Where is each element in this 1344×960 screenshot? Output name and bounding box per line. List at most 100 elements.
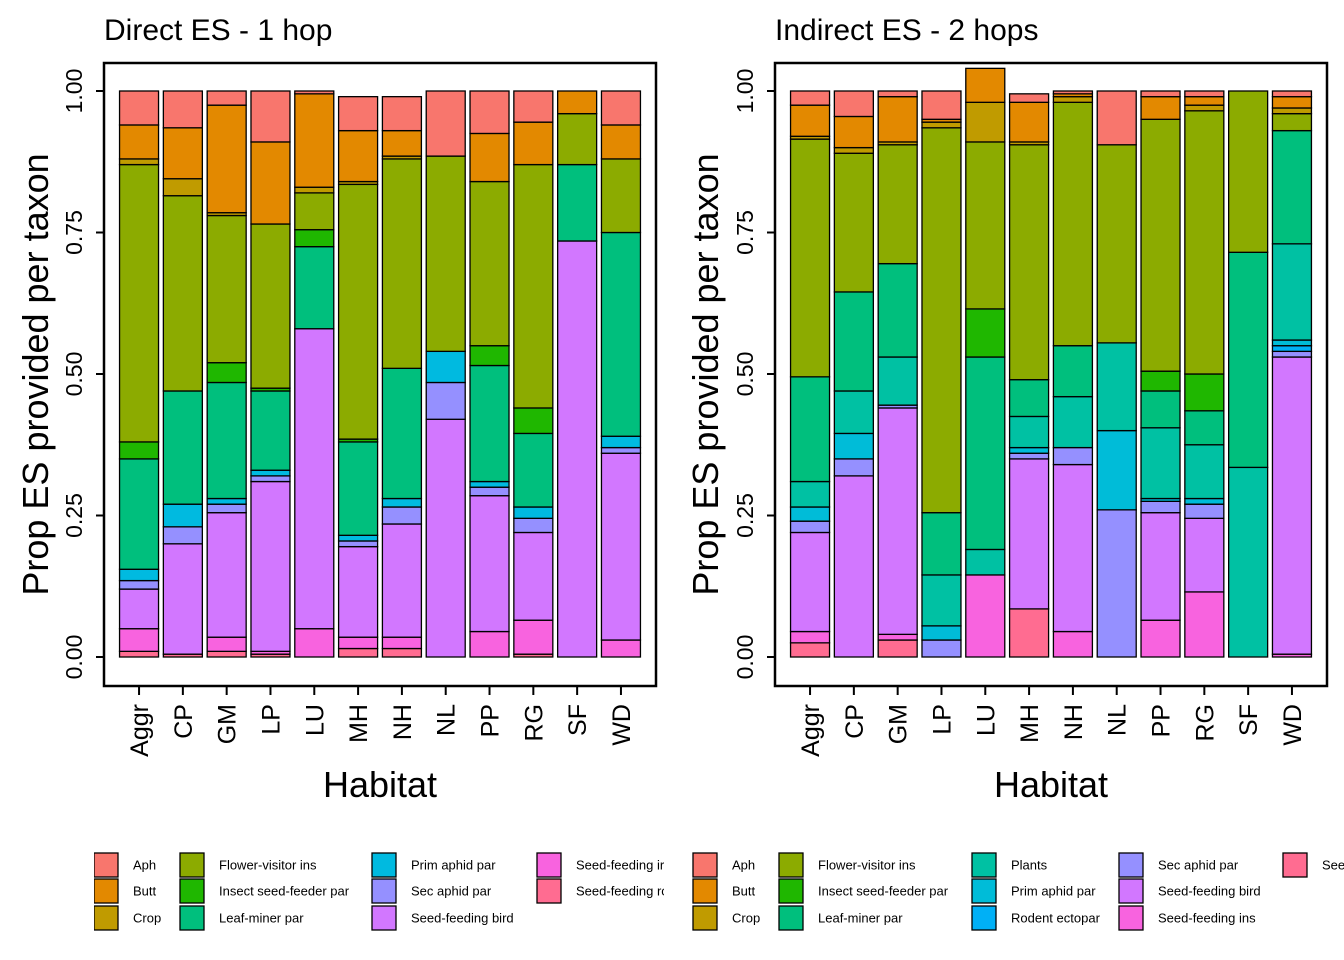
legend-key [94, 852, 119, 878]
bar-segment [381, 158, 423, 369]
legend-label: Leaf-miner par [219, 911, 304, 926]
legend-label: Seed-feeding bird [1158, 884, 1261, 899]
bar-segment [1008, 93, 1050, 103]
chart-title: Direct ES - 1 hop [104, 14, 332, 47]
x-tick-label: NL [433, 704, 461, 736]
bar-segment [162, 127, 204, 180]
y-tick-label: 0.00 [61, 635, 87, 680]
bar-segment [965, 308, 1006, 358]
bar-segment [1184, 96, 1225, 106]
bar-segment [1271, 96, 1313, 109]
x-tick-label: GM [885, 704, 913, 744]
bar-segment [833, 432, 874, 460]
bar-segment [557, 163, 598, 242]
bar-segment [294, 229, 335, 248]
bar-segment [600, 639, 642, 658]
bar-segment [206, 503, 247, 514]
bar-segment [337, 129, 379, 183]
legend-label: Prim aphid par [1011, 884, 1096, 899]
legend-key [778, 905, 804, 931]
legend-key [1118, 905, 1144, 931]
bar-segment [1008, 608, 1050, 658]
panel-direct: Direct ES - 1 hop Prop ES provided per ta… [15, 14, 664, 931]
legend-item: Flower-visitor ins [179, 852, 317, 878]
legend-item: Sec aphid par [1118, 852, 1239, 878]
legend-key [1118, 852, 1144, 878]
y-tick-label: 1.00 [61, 69, 87, 114]
bar-segment [877, 633, 918, 641]
legend-label: Crop [133, 911, 161, 926]
x-tick-label: RG [520, 704, 548, 742]
bar-segment [425, 90, 466, 157]
bar-segment [250, 480, 291, 652]
legend-key [971, 852, 997, 878]
bar-segment [921, 90, 962, 120]
bar-segment [337, 540, 379, 548]
bar-segment [1184, 110, 1225, 375]
bar-segment [1271, 243, 1313, 341]
x-tick-label: LU [301, 704, 329, 736]
y-tick-label: 0.50 [732, 352, 758, 397]
bar-segment [1271, 90, 1313, 98]
bar-segment [162, 90, 204, 129]
legend-label: Leaf-miner par [818, 911, 903, 926]
legend-item: Aph [94, 852, 156, 878]
bar-segment [294, 90, 335, 95]
bar-segment [600, 124, 642, 160]
legend-key [692, 852, 718, 878]
legend-label: Plants [1011, 858, 1048, 873]
legend-label: Aph [732, 858, 755, 873]
bar-segment [1052, 90, 1094, 95]
y-tick-label: 0.25 [732, 493, 758, 538]
bar-segment [877, 90, 918, 98]
legend-key [179, 905, 205, 931]
bar-segment [513, 619, 554, 655]
bar-segment [250, 475, 291, 483]
legend-key [971, 878, 997, 904]
bar-segment [206, 650, 247, 658]
bar-segment [1052, 463, 1094, 633]
y-axis-label: Prop ES provided per taxon [15, 153, 56, 595]
bar-segment [921, 512, 962, 576]
bar-segment [1228, 251, 1269, 469]
bar-segment [294, 628, 335, 658]
legend-label: Rodent ectopar [1011, 911, 1101, 926]
legend-item: Sec aphid par [371, 878, 492, 904]
bar-segment [1008, 144, 1050, 381]
bar-segment [337, 636, 379, 650]
bar-segment [250, 223, 291, 389]
y-tick-label: 1.00 [732, 69, 758, 114]
bar-segment [206, 214, 247, 364]
legend-key [692, 878, 718, 904]
legend-key [94, 878, 119, 904]
legend-item: Leaf-miner par [179, 905, 304, 931]
legend-item: Seed-feeding ir [536, 852, 664, 878]
legend-item: Prim aphid par [371, 852, 496, 878]
bar-segment [1184, 373, 1225, 412]
bar-segment [557, 112, 598, 166]
bar-segment [425, 350, 466, 384]
bar-segment [162, 543, 204, 655]
bar-segment [789, 376, 831, 483]
legend-label: Sec aphid par [411, 884, 492, 899]
bar-segment [789, 630, 831, 644]
bar-segment [250, 390, 291, 471]
bar-segment [1008, 101, 1050, 143]
bar-segment [833, 152, 874, 293]
x-tick-label: WD [1279, 704, 1307, 746]
legend: Aph Butt Crop Flower-visitor ins Insect seed… [692, 852, 1344, 931]
legend-key [778, 878, 804, 904]
bar-segment [381, 647, 423, 658]
bar-segment [1184, 90, 1225, 98]
legend-label: Butt [133, 884, 157, 899]
legend-item: Seed-feeding bird [371, 905, 514, 931]
x-tick-label: NH [389, 704, 417, 740]
x-tick-label: NL [1104, 704, 1132, 736]
bar-segment [294, 93, 335, 188]
bar-segment [469, 90, 510, 135]
y-tick-label: 0.75 [61, 210, 87, 255]
legend-item: See [1282, 852, 1344, 878]
bar-segment [600, 231, 642, 437]
bar-segment [877, 96, 918, 143]
bar-segment [118, 458, 160, 570]
